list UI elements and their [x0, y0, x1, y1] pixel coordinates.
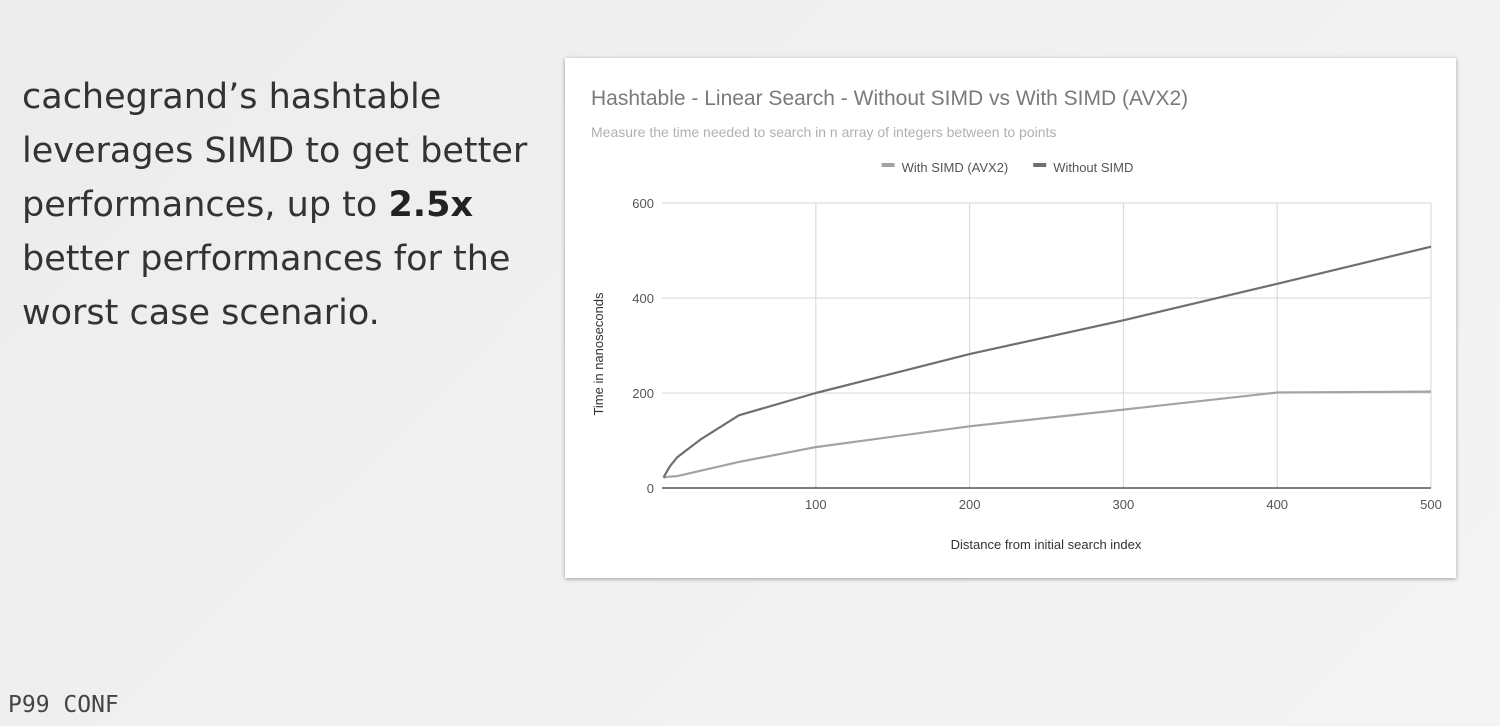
y-tick-label: 0	[647, 481, 654, 496]
y-tick-label: 200	[632, 386, 654, 401]
series-line-1	[663, 390, 1432, 479]
chart-card: Hashtable - Linear Search - Without SIMD…	[565, 58, 1456, 578]
legend-label: With SIMD (AVX2)	[902, 160, 1009, 175]
series-line-2	[662, 245, 1432, 479]
chart-title: Hashtable - Linear Search - Without SIMD…	[591, 87, 1188, 110]
x-tick-label: 100	[805, 497, 827, 512]
slide-text-intro: cachegrand’s hashtable leverages SIMD to…	[22, 77, 528, 225]
y-tick-label: 600	[632, 196, 654, 211]
x-tick-label: 400	[1266, 497, 1288, 512]
slide-text-highlight: 2.5x	[388, 185, 474, 225]
chart-ticks: 0 200 400 600 100 200 300 400 500	[632, 196, 1442, 512]
slide-text-outro: better performances for the worst case s…	[22, 239, 511, 333]
x-tick-label: 200	[959, 497, 981, 512]
legend-label: Without SIMD	[1053, 160, 1133, 175]
chart-series	[662, 245, 1432, 479]
chart-legend: With SIMD (AVX2) Without SIMD	[881, 160, 1133, 175]
line-chart: Hashtable - Linear Search - Without SIMD…	[591, 87, 1442, 552]
chart-grid	[662, 202, 1432, 489]
legend-swatch	[1033, 163, 1047, 167]
slide-text: cachegrand’s hashtable leverages SIMD to…	[22, 70, 542, 340]
conference-logo: P99 CONF	[8, 692, 119, 718]
chart-subtitle: Measure the time needed to search in n a…	[591, 124, 1056, 140]
y-tick-label: 400	[632, 291, 654, 306]
x-tick-label: 500	[1420, 497, 1442, 512]
x-axis-label: Distance from initial search index	[951, 537, 1142, 552]
y-axis-label: Time in nanoseconds	[591, 292, 606, 416]
legend-swatch	[881, 163, 895, 167]
x-tick-label: 300	[1113, 497, 1135, 512]
